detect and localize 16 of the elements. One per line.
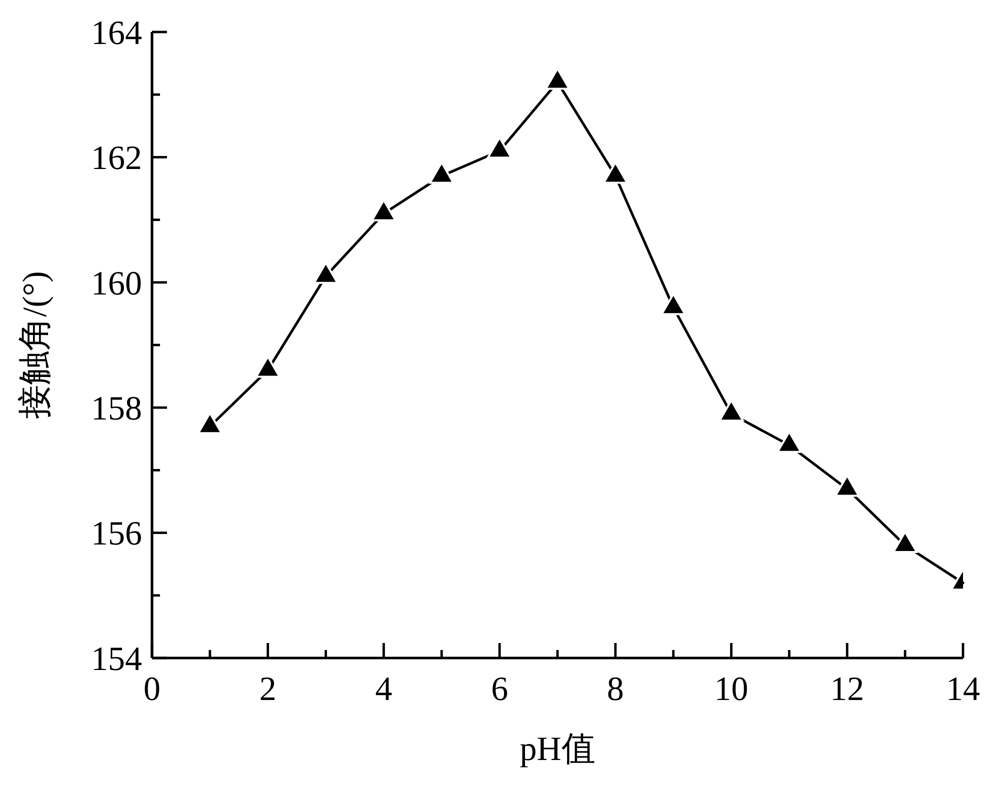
y-tick-label: 162 xyxy=(91,140,142,178)
y-axis-title: 接触角/(°) xyxy=(17,271,54,419)
x-tick-label: 0 xyxy=(144,671,160,708)
x-tick-label: 4 xyxy=(375,671,392,708)
x-tick-label: 14 xyxy=(946,671,980,708)
x-tick-label: 8 xyxy=(606,671,624,708)
y-tick-label: 158 xyxy=(91,390,142,428)
x-tick-label: 10 xyxy=(714,671,748,708)
x-tick-label: 12 xyxy=(830,671,864,708)
y-tick-label: 156 xyxy=(91,516,142,553)
x-tick-label: 6 xyxy=(491,671,508,708)
y-tick-label: 154 xyxy=(91,640,142,678)
y-tick-label: 164 xyxy=(91,14,142,52)
x-axis-title: pH值 xyxy=(520,731,596,768)
y-tick-label: 160 xyxy=(91,265,142,302)
x-tick-label: 2 xyxy=(259,671,276,708)
